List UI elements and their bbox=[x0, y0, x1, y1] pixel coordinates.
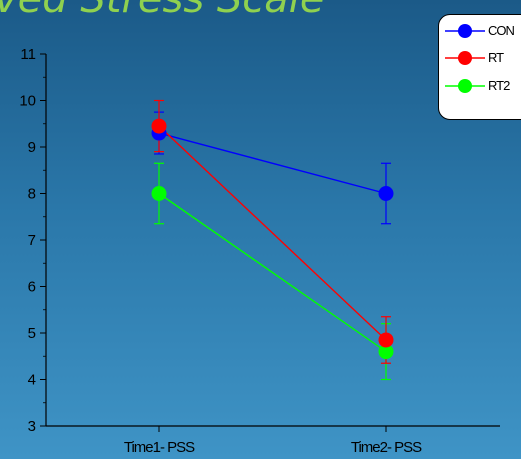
data-point-rt bbox=[378, 332, 394, 348]
x-tick-label: Time2- PSS bbox=[351, 439, 422, 456]
series-line-con bbox=[158, 132, 387, 195]
x-tick-label: Time1- PSS bbox=[124, 439, 195, 456]
legend-label-rt: RT bbox=[488, 50, 504, 65]
data-point-con bbox=[378, 186, 394, 201]
y-tick-label: 10 bbox=[19, 93, 36, 110]
data-point-rt2 bbox=[378, 344, 394, 360]
y-tick-label: 5 bbox=[28, 325, 36, 342]
y-tick-label: 4 bbox=[28, 372, 36, 389]
chart-title: ved Stress Scale bbox=[0, 0, 325, 22]
legend-swatch-rt bbox=[445, 51, 485, 65]
y-tick-label: 9 bbox=[28, 139, 36, 156]
y-tick-label: 11 bbox=[20, 46, 36, 63]
legend-item-con: CON bbox=[443, 21, 521, 41]
y-tick-label: 3 bbox=[28, 418, 36, 435]
series-line-rt2 bbox=[158, 192, 387, 353]
legend-item-rt: RT bbox=[443, 48, 521, 68]
legend-label-rt2: RT2 bbox=[488, 78, 510, 93]
legend-swatch-con bbox=[445, 24, 485, 38]
data-point-rt bbox=[151, 118, 167, 134]
y-tick-label: 7 bbox=[28, 232, 36, 249]
legend-label-con: CON bbox=[488, 23, 515, 38]
y-tick-label: 6 bbox=[28, 279, 36, 296]
y-tick-label: 8 bbox=[28, 186, 36, 203]
series-line-rt bbox=[158, 125, 387, 341]
data-point-rt2 bbox=[151, 186, 167, 201]
legend-item-rt2: RT2 bbox=[443, 76, 521, 96]
legend: CON RT RT2 bbox=[438, 14, 521, 120]
legend-swatch-rt2 bbox=[445, 79, 485, 93]
